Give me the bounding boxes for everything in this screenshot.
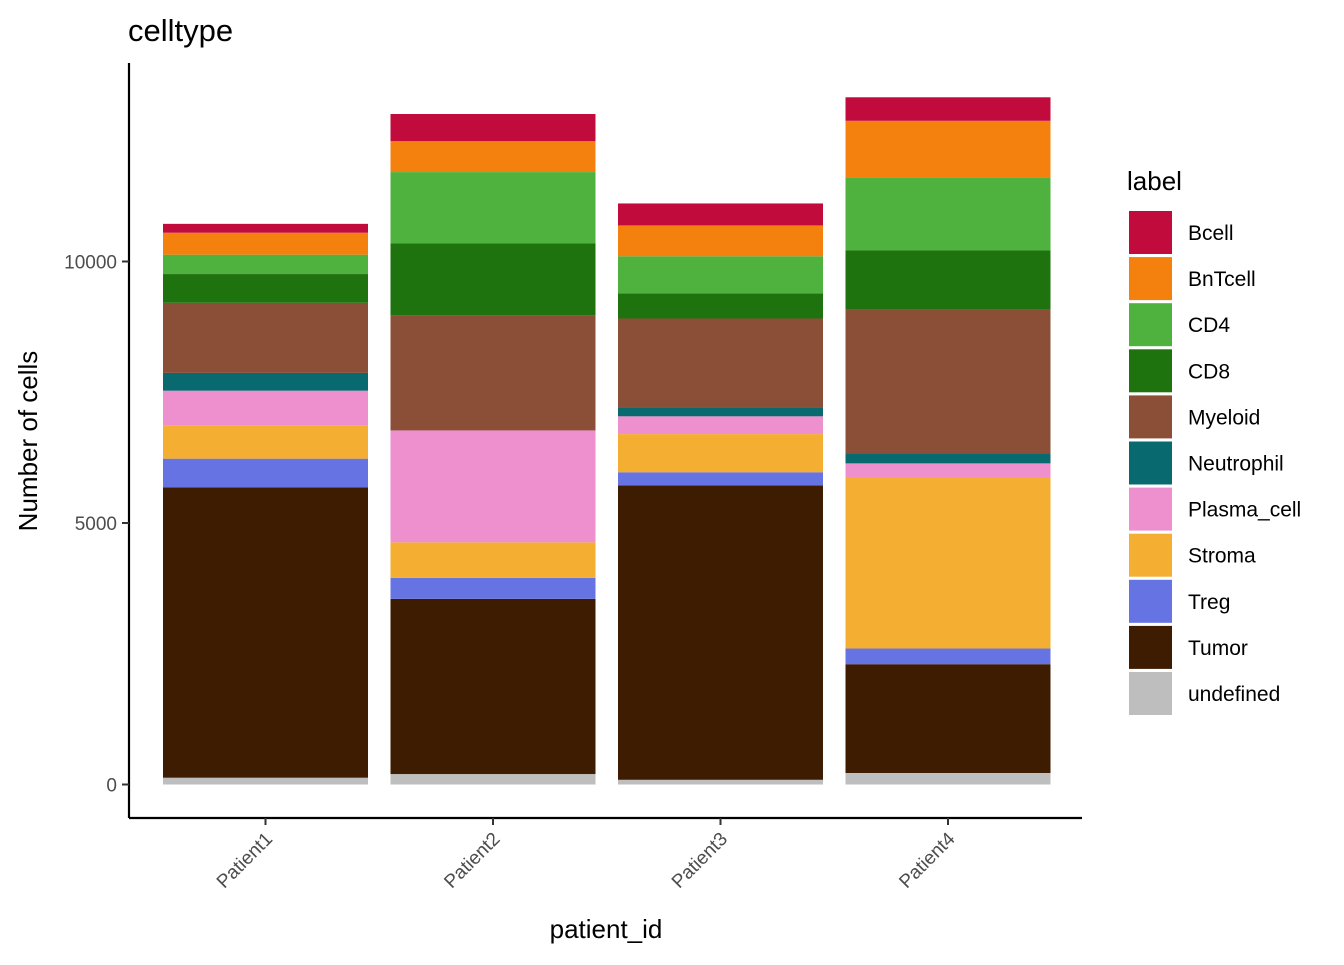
- bar-segment-patient4-neutrophil: [845, 453, 1051, 464]
- bar-segment-patient4-undefined: [845, 772, 1051, 785]
- bar-segment-patient1-neutrophil: [163, 372, 368, 391]
- bar-segment-patient2-undefined: [390, 774, 596, 785]
- bar-segment-patient1-plasma-cell: [163, 390, 368, 426]
- x-tick-label-patient3: Patient3: [668, 829, 732, 893]
- bar-segment-patient2-plasma-cell: [390, 430, 596, 543]
- bar-segment-patient1-undefined: [163, 777, 368, 785]
- legend-title: label: [1127, 166, 1182, 196]
- bar-segment-patient1-cd4: [163, 254, 368, 275]
- legend-key-cd4: [1129, 303, 1172, 347]
- legend-label-treg: Treg: [1188, 591, 1230, 614]
- bar-segment-patient2-tumor: [390, 598, 596, 775]
- bar-segment-patient3-myeloid: [618, 318, 823, 408]
- legend-label-plasma-cell: Plasma_cell: [1188, 499, 1301, 522]
- bar-segment-patient4-bcell: [845, 97, 1051, 121]
- legend-label-stroma: Stroma: [1188, 545, 1256, 568]
- bar-segment-patient1-myeloid: [163, 302, 368, 373]
- legend-key-myeloid: [1129, 395, 1172, 439]
- legend-label-neutrophil: Neutrophil: [1188, 453, 1284, 476]
- legend-key-undefined: [1129, 672, 1172, 715]
- legend-key-cd8: [1129, 349, 1172, 393]
- bars-layer: [163, 97, 1051, 785]
- bar-segment-patient1-tumor: [163, 487, 368, 778]
- legend-key-bntcell: [1129, 257, 1172, 301]
- legend-label-myeloid: Myeloid: [1188, 406, 1260, 429]
- bar-segment-patient3-neutrophil: [618, 407, 823, 417]
- y-tick-label: 0: [106, 776, 117, 797]
- bar-segment-patient2-myeloid: [390, 315, 596, 431]
- legend-label-cd8: CD8: [1188, 360, 1230, 383]
- bar-segment-patient2-bcell: [390, 114, 596, 142]
- legend-key-bcell: [1129, 211, 1172, 254]
- x-axis-title: patient_id: [550, 914, 663, 944]
- legend-label-bntcell: BnTcell: [1188, 268, 1256, 291]
- bar-segment-patient4-stroma: [845, 476, 1051, 649]
- bar-segment-patient2-cd8: [390, 243, 596, 316]
- legend-key-stroma: [1129, 533, 1172, 577]
- legend-key-plasma-cell: [1129, 487, 1172, 531]
- bar-segment-patient3-treg: [618, 472, 823, 486]
- x-tick-label-patient2: Patient2: [440, 829, 504, 893]
- bar-segment-patient4-treg: [845, 648, 1051, 665]
- y-axis-title: Number of cells: [13, 351, 43, 532]
- legend-key-treg: [1129, 579, 1172, 623]
- bar-segment-patient2-cd4: [390, 172, 596, 244]
- y-tick-label: 5000: [75, 514, 117, 535]
- bar-segment-patient4-cd4: [845, 177, 1051, 251]
- bar-segment-patient3-cd4: [618, 256, 823, 294]
- bar-segment-patient3-bntcell: [618, 225, 823, 257]
- bar-segment-patient1-treg: [163, 458, 368, 488]
- bar-segment-patient3-cd8: [618, 293, 823, 319]
- legend-label-cd4: CD4: [1188, 314, 1230, 337]
- bar-segment-patient2-stroma: [390, 542, 596, 578]
- bar-segment-patient3-plasma-cell: [618, 416, 823, 435]
- x-tick-label-patient4: Patient4: [895, 828, 959, 892]
- legend-label-bcell: Bcell: [1188, 222, 1234, 245]
- legend-label-tumor: Tumor: [1188, 637, 1248, 660]
- legend: label Bcell BnTcell CD4 CD8 Myeloid Neutrophi…: [1127, 166, 1301, 715]
- bar-segment-patient2-treg: [390, 577, 596, 599]
- legend-key-tumor: [1129, 625, 1172, 669]
- x-tick-label-patient1: Patient1: [213, 829, 277, 893]
- bar-segment-patient4-plasma-cell: [845, 463, 1051, 477]
- bar-segment-patient4-bntcell: [845, 120, 1051, 178]
- bar-segment-patient1-bcell: [163, 223, 368, 233]
- bar-segment-patient4-myeloid: [845, 309, 1051, 454]
- bar-segment-patient2-bntcell: [390, 141, 596, 173]
- y-tick-label: 10000: [64, 253, 117, 274]
- bar-segment-patient1-stroma: [163, 425, 368, 459]
- bar-segment-patient3-undefined: [618, 779, 823, 785]
- bar-segment-patient4-cd8: [845, 250, 1051, 310]
- bar-segment-patient4-tumor: [845, 664, 1051, 773]
- bar-segment-patient3-bcell: [618, 203, 823, 226]
- bar-segment-patient3-tumor: [618, 485, 823, 780]
- legend-label-undefined: undefined: [1188, 683, 1280, 706]
- bar-segment-patient3-stroma: [618, 434, 823, 473]
- legend-key-neutrophil: [1129, 441, 1172, 485]
- chart-title: celltype: [128, 13, 233, 48]
- bar-segment-patient1-bntcell: [163, 232, 368, 255]
- bar-segment-patient1-cd8: [163, 274, 368, 303]
